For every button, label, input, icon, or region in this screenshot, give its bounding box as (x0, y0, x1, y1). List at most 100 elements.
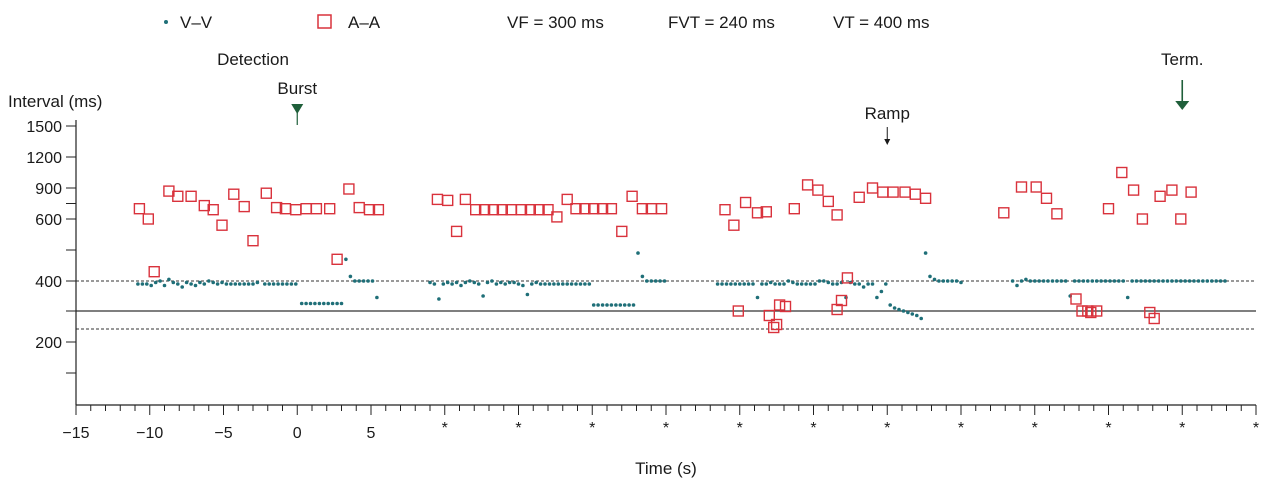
x-tick-label: * (442, 420, 448, 437)
aa-point (835, 294, 848, 307)
aa-point (1076, 305, 1088, 317)
x-tick-label: * (1253, 420, 1259, 437)
aa-point (728, 219, 740, 231)
vv-point (791, 280, 795, 285)
vv-point (945, 279, 950, 283)
vv-point (468, 279, 472, 283)
vv-point (1019, 279, 1024, 283)
vv-point (171, 280, 176, 285)
vv-point (1121, 279, 1126, 283)
vv-point (361, 279, 366, 283)
vv-point (928, 274, 932, 279)
vv-point (733, 282, 738, 286)
vv-point (167, 277, 171, 282)
vv-point (1165, 279, 1170, 283)
vv-point (313, 301, 317, 306)
vv-point (729, 282, 733, 286)
vv-point (215, 282, 220, 286)
vv-point (1010, 279, 1015, 283)
vv-point (207, 279, 211, 283)
legend-aa-label: A–A (348, 13, 381, 32)
aa-point (831, 209, 843, 221)
vv-point (158, 279, 162, 283)
vv-point (335, 301, 339, 306)
vv-point (795, 282, 800, 286)
vv-point (640, 274, 645, 279)
vv-point (959, 280, 963, 285)
vv-point (552, 282, 556, 286)
vv-point (1117, 279, 1121, 283)
vv-point (826, 280, 831, 285)
aa-point (822, 195, 834, 208)
vv-point (348, 274, 353, 279)
vv-point (1108, 279, 1112, 283)
annotation-burst: Burst (277, 79, 317, 98)
vv-point (631, 303, 636, 307)
aa-point (372, 203, 385, 216)
aa-point (133, 202, 146, 215)
ramp-arrow-head (884, 139, 891, 145)
aa-point (524, 203, 536, 216)
vv-point (1179, 279, 1183, 283)
vv-point (516, 282, 521, 286)
vv-point (202, 282, 207, 286)
vv-point (1152, 279, 1156, 283)
aa-point (247, 234, 259, 247)
aa-point (773, 299, 786, 311)
vv-point (627, 303, 631, 307)
vv-point (280, 282, 285, 286)
aa-point (1102, 202, 1115, 215)
vv-point (445, 280, 450, 285)
vv-point (317, 301, 322, 306)
vv-point (923, 251, 928, 255)
legend-zone-vf: VF = 300 ms (507, 13, 604, 32)
vv-point (1130, 279, 1134, 283)
vv-point (437, 297, 441, 301)
aa-point (260, 187, 272, 199)
vv-point (176, 282, 180, 286)
vv-point (263, 282, 267, 286)
vv-point (1090, 279, 1095, 283)
vv-point (587, 282, 592, 286)
vv-point (817, 279, 822, 283)
vv-point (547, 282, 552, 286)
vv-point (472, 280, 477, 285)
vv-point (614, 303, 618, 307)
aa-point (1154, 190, 1166, 203)
vv-point (211, 280, 215, 285)
aa-point (1116, 166, 1128, 179)
vv-point (543, 282, 547, 286)
y-tick-label: 1200 (26, 150, 62, 167)
aa-point (605, 202, 618, 215)
aa-point (739, 196, 752, 209)
vv-point (285, 282, 289, 286)
aa-point (470, 203, 482, 216)
y-tick-label: 900 (35, 181, 62, 198)
vv-point (1081, 279, 1086, 283)
vv-point (578, 282, 583, 286)
vv-point (1161, 279, 1165, 283)
vv-point (1028, 279, 1033, 283)
vv-point (1187, 279, 1192, 283)
x-tick-label: * (1105, 420, 1111, 437)
vv-point (450, 282, 454, 286)
aa-point (1148, 312, 1160, 325)
vv-point (755, 295, 760, 300)
aa-point (763, 309, 775, 322)
vv-point (937, 279, 941, 283)
vv-point (1134, 279, 1139, 283)
vv-point (636, 251, 640, 255)
aa-point (636, 202, 649, 215)
vv-point (1041, 279, 1046, 283)
vv-point (1046, 279, 1050, 283)
vv-point (1015, 283, 1019, 288)
vv-point (512, 280, 516, 285)
vv-point (229, 282, 233, 286)
aa-point (270, 201, 283, 214)
vv-point (499, 280, 503, 285)
vv-point (1099, 279, 1103, 283)
aa-point (185, 190, 197, 203)
vv-point (591, 303, 596, 307)
aa-point (579, 202, 591, 215)
